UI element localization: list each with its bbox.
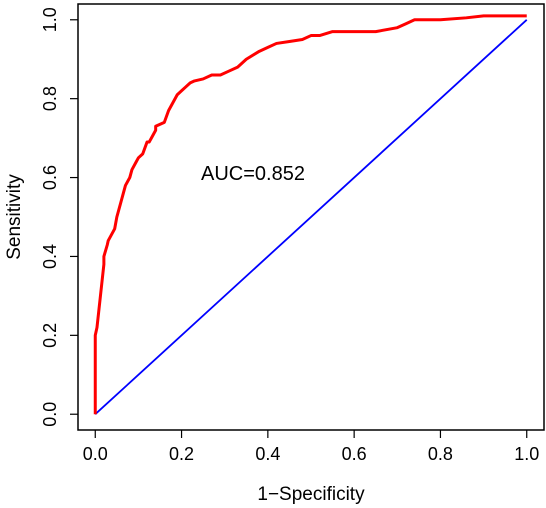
y-axis-title: Sensitivity [4, 174, 25, 260]
x-tick-label: 0.4 [255, 444, 280, 464]
x-axis: 0.0 0.2 0.4 0.6 0.8 1.0 [83, 430, 539, 464]
series-layer [93, 14, 528, 415]
auc-annotation: AUC=0.852 [201, 163, 305, 185]
x-tick-label: 0.6 [342, 444, 367, 464]
y-tick-label: 0.2 [40, 323, 60, 348]
y-tick-label: 0.4 [40, 244, 60, 269]
x-tick-label: 0.8 [428, 444, 453, 464]
series-line-0 [93, 14, 527, 415]
x-tick-label: 0.2 [169, 444, 194, 464]
y-tick-label: 1.0 [40, 7, 60, 32]
x-tick-label: 1.0 [514, 444, 539, 464]
y-axis: 0.0 0.2 0.4 0.6 0.8 1.0 [40, 7, 78, 427]
x-tick-label: 0.0 [83, 444, 108, 464]
y-tick-label: 0.8 [40, 86, 60, 111]
x-axis-title: 1−Specificity [257, 484, 365, 505]
y-tick-label: 0.0 [40, 402, 60, 427]
plot-frame [77, 3, 545, 431]
series-line-1 [94, 19, 528, 415]
y-tick-label: 0.6 [40, 165, 60, 190]
